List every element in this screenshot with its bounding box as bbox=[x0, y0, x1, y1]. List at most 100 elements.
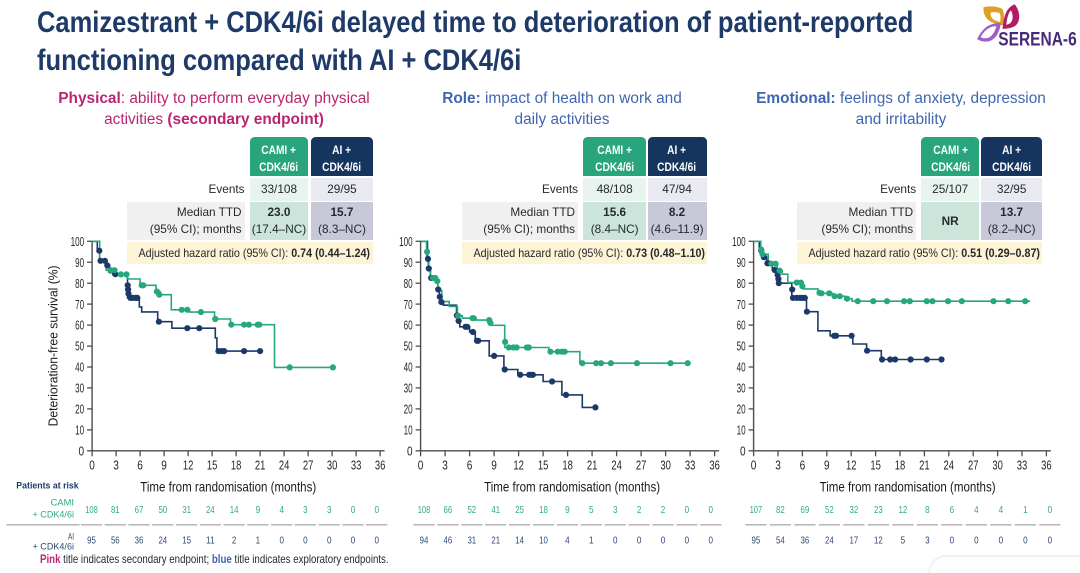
svg-text:14: 14 bbox=[515, 535, 524, 546]
svg-text:Patients at risk: Patients at risk bbox=[16, 480, 79, 491]
svg-text:70: 70 bbox=[404, 297, 413, 312]
svg-text:0: 0 bbox=[374, 535, 379, 546]
svg-text:Time from randomisation (month: Time from randomisation (months) bbox=[140, 478, 316, 494]
svg-text:0: 0 bbox=[709, 535, 714, 546]
svg-text:0: 0 bbox=[327, 535, 332, 546]
svg-text:Time from randomisation (month: Time from randomisation (months) bbox=[820, 478, 996, 494]
svg-text:24: 24 bbox=[825, 535, 834, 546]
svg-text:4: 4 bbox=[565, 535, 570, 546]
svg-text:10: 10 bbox=[404, 423, 413, 438]
svg-text:0: 0 bbox=[999, 535, 1004, 546]
svg-text:31: 31 bbox=[182, 505, 191, 516]
svg-text:0: 0 bbox=[1023, 535, 1028, 546]
svg-text:+ CDK4/6i: + CDK4/6i bbox=[33, 542, 75, 552]
svg-text:15: 15 bbox=[207, 457, 218, 472]
svg-text:21: 21 bbox=[919, 457, 930, 472]
svg-text:24: 24 bbox=[158, 535, 167, 546]
svg-text:12: 12 bbox=[183, 457, 194, 472]
svg-text:80: 80 bbox=[737, 276, 746, 291]
svg-text:0: 0 bbox=[279, 535, 284, 546]
svg-text:33: 33 bbox=[1017, 457, 1028, 472]
svg-text:0: 0 bbox=[89, 457, 95, 472]
svg-text:52: 52 bbox=[467, 505, 476, 516]
svg-text:30: 30 bbox=[660, 457, 671, 472]
svg-text:10: 10 bbox=[539, 535, 548, 546]
svg-text:4: 4 bbox=[974, 505, 979, 516]
svg-text:0: 0 bbox=[418, 457, 424, 472]
svg-text:21: 21 bbox=[255, 457, 266, 472]
svg-text:15: 15 bbox=[870, 457, 881, 472]
svg-text:3: 3 bbox=[775, 457, 781, 472]
svg-text:SERENA-6: SERENA-6 bbox=[998, 29, 1077, 51]
svg-text:24: 24 bbox=[944, 457, 955, 472]
svg-text:36: 36 bbox=[135, 535, 144, 546]
svg-text:0: 0 bbox=[351, 535, 356, 546]
svg-text:1: 1 bbox=[1023, 505, 1028, 516]
svg-text:6: 6 bbox=[950, 505, 955, 516]
svg-text:+ CDK4/6i: + CDK4/6i bbox=[33, 510, 75, 520]
svg-text:15: 15 bbox=[182, 535, 191, 546]
svg-text:0: 0 bbox=[407, 443, 413, 458]
svg-text:11: 11 bbox=[206, 535, 215, 546]
svg-text:0: 0 bbox=[1048, 535, 1053, 546]
svg-text:27: 27 bbox=[968, 457, 979, 472]
svg-text:90: 90 bbox=[75, 255, 84, 270]
svg-text:60: 60 bbox=[404, 318, 413, 333]
svg-text:24: 24 bbox=[279, 457, 290, 472]
svg-text:0: 0 bbox=[1048, 505, 1053, 516]
svg-text:36: 36 bbox=[1041, 457, 1052, 472]
svg-text:90: 90 bbox=[737, 255, 746, 270]
svg-text:100: 100 bbox=[399, 234, 413, 249]
svg-text:0: 0 bbox=[685, 505, 690, 516]
svg-text:18: 18 bbox=[539, 505, 548, 516]
svg-text:56: 56 bbox=[111, 535, 120, 546]
svg-text:108: 108 bbox=[85, 505, 98, 516]
svg-text:14: 14 bbox=[230, 505, 239, 516]
svg-text:33: 33 bbox=[351, 457, 362, 472]
svg-text:1: 1 bbox=[256, 535, 261, 546]
svg-text:27: 27 bbox=[636, 457, 647, 472]
svg-text:18: 18 bbox=[895, 457, 906, 472]
svg-text:12: 12 bbox=[513, 457, 524, 472]
svg-text:5: 5 bbox=[901, 535, 906, 546]
svg-text:3: 3 bbox=[613, 505, 618, 516]
svg-text:AI: AI bbox=[68, 531, 74, 541]
svg-text:100: 100 bbox=[732, 234, 746, 249]
svg-text:4: 4 bbox=[999, 505, 1004, 516]
svg-text:30: 30 bbox=[404, 381, 413, 396]
svg-text:94: 94 bbox=[420, 535, 429, 546]
svg-text:3: 3 bbox=[327, 505, 332, 516]
svg-text:50: 50 bbox=[737, 339, 746, 354]
svg-text:60: 60 bbox=[737, 318, 746, 333]
svg-text:66: 66 bbox=[444, 505, 453, 516]
svg-text:0: 0 bbox=[950, 535, 955, 546]
svg-text:12: 12 bbox=[846, 457, 857, 472]
svg-text:0: 0 bbox=[751, 457, 757, 472]
svg-text:80: 80 bbox=[75, 276, 84, 291]
svg-text:2: 2 bbox=[637, 505, 642, 516]
svg-text:0: 0 bbox=[303, 535, 308, 546]
svg-text:70: 70 bbox=[737, 297, 746, 312]
svg-text:36: 36 bbox=[709, 457, 720, 472]
svg-text:46: 46 bbox=[444, 535, 453, 546]
svg-text:23: 23 bbox=[874, 505, 883, 516]
svg-text:67: 67 bbox=[135, 505, 144, 516]
svg-text:15: 15 bbox=[538, 457, 549, 472]
svg-text:41: 41 bbox=[491, 505, 500, 516]
svg-text:107: 107 bbox=[750, 505, 763, 516]
svg-text:8: 8 bbox=[925, 505, 930, 516]
svg-text:30: 30 bbox=[737, 381, 746, 396]
svg-text:20: 20 bbox=[404, 402, 413, 417]
svg-text:3: 3 bbox=[925, 535, 930, 546]
svg-text:9: 9 bbox=[491, 457, 497, 472]
svg-text:36: 36 bbox=[801, 535, 810, 546]
svg-text:3: 3 bbox=[303, 505, 308, 516]
svg-text:CAMI: CAMI bbox=[51, 497, 74, 507]
svg-text:2: 2 bbox=[232, 535, 237, 546]
svg-text:36: 36 bbox=[375, 457, 386, 472]
svg-text:80: 80 bbox=[404, 276, 413, 291]
svg-text:90: 90 bbox=[404, 255, 413, 270]
svg-text:0: 0 bbox=[613, 535, 618, 546]
svg-text:95: 95 bbox=[752, 535, 761, 546]
svg-text:6: 6 bbox=[800, 457, 806, 472]
